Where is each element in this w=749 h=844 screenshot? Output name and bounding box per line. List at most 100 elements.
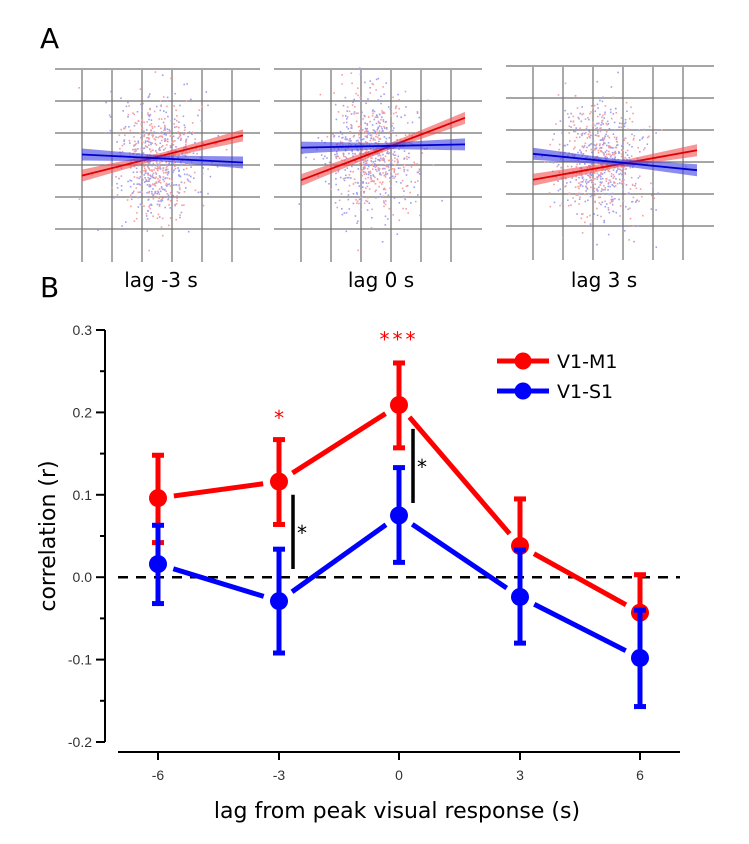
scatter-point-v1-s1 bbox=[588, 164, 590, 167]
scatter-point-v1-m1 bbox=[620, 155, 623, 158]
scatter-point-v1-s1 bbox=[357, 220, 359, 222]
scatter-point-v1-s1 bbox=[146, 129, 148, 131]
scatter-point-v1-s1 bbox=[357, 139, 359, 142]
scatter-point-v1-m1 bbox=[142, 141, 144, 143]
scatter-point-v1-m1 bbox=[139, 171, 142, 173]
scatter-point-v1-m1 bbox=[201, 105, 204, 108]
scatter-point-v1-m1 bbox=[584, 221, 586, 224]
scatter-point-v1-s1 bbox=[149, 141, 152, 144]
scatter-point-v1-s1 bbox=[109, 116, 112, 118]
scatter-point-v1-s1 bbox=[609, 108, 612, 111]
scatter-point-v1-s1 bbox=[355, 140, 358, 142]
scatter-point-v1-s1 bbox=[178, 174, 180, 176]
scatter-point-v1-m1 bbox=[631, 183, 634, 186]
scatter-point-v1-s1 bbox=[403, 168, 406, 171]
legend-label-v1-s1: V1-S1 bbox=[557, 381, 613, 403]
scatter-point-v1-s1 bbox=[142, 178, 144, 181]
scatter-point-v1-s1 bbox=[637, 177, 640, 179]
scatter-point-v1-s1 bbox=[166, 173, 169, 176]
legend: V1-M1 V1-S1 bbox=[497, 351, 617, 403]
scatter-point-v1-m1 bbox=[406, 155, 408, 158]
v1-m1-data-point bbox=[270, 472, 288, 491]
scatter-point-v1-s1 bbox=[611, 192, 614, 195]
scatter-point-v1-s1 bbox=[616, 144, 619, 146]
scatter-point-v1-m1 bbox=[574, 186, 577, 188]
scatter-point-v1-s1 bbox=[172, 171, 174, 173]
scatter-point-v1-m1 bbox=[160, 118, 163, 120]
scatter-point-v1-m1 bbox=[376, 170, 378, 173]
scatter-point-v1-m1 bbox=[177, 131, 180, 133]
scatter-point-v1-s1 bbox=[383, 136, 386, 138]
scatter-point-v1-m1 bbox=[630, 106, 632, 108]
scatter-point-v1-s1 bbox=[398, 202, 401, 204]
scatter-point-v1-s1 bbox=[375, 168, 377, 171]
scatter-point-v1-m1 bbox=[383, 205, 385, 208]
scatter-point-v1-m1 bbox=[153, 193, 155, 196]
scatter-point-v1-s1 bbox=[588, 118, 590, 121]
scatter-point-v1-s1 bbox=[598, 186, 600, 188]
scatter-point-v1-s1 bbox=[377, 99, 380, 101]
scatter-point-v1-s1 bbox=[190, 98, 192, 101]
scatter-point-v1-m1 bbox=[384, 203, 387, 206]
scatter-point-v1-m1 bbox=[609, 145, 612, 148]
scatter-point-v1-s1 bbox=[634, 184, 636, 187]
scatter-point-v1-s1 bbox=[111, 173, 114, 175]
scatter-point-v1-m1 bbox=[382, 172, 384, 174]
scatter-point-v1-m1 bbox=[369, 92, 372, 94]
scatter-point-v1-s1 bbox=[148, 162, 151, 165]
scatter-point-v1-m1 bbox=[342, 177, 345, 180]
scatter-point-v1-m1 bbox=[575, 165, 578, 168]
scatter-point-v1-s1 bbox=[418, 116, 420, 119]
scatter-point-v1-m1 bbox=[381, 111, 384, 114]
scatter-point-v1-m1 bbox=[153, 110, 156, 113]
scatter-point-v1-m1 bbox=[375, 135, 377, 138]
scatter-point-v1-m1 bbox=[398, 219, 401, 222]
scatter-point-v1-m1 bbox=[178, 154, 181, 156]
scatter-point-v1-s1 bbox=[639, 151, 641, 153]
scatter-point-v1-m1 bbox=[129, 196, 132, 198]
scatter-point-v1-s1 bbox=[391, 175, 394, 177]
scatter-point-v1-m1 bbox=[369, 139, 372, 142]
scatter-point-v1-m1 bbox=[548, 192, 551, 194]
scatter-point-v1-s1 bbox=[369, 80, 372, 82]
scatter-point-v1-m1 bbox=[111, 186, 113, 189]
scatter-point-v1-m1 bbox=[591, 124, 594, 127]
scatter-point-v1-m1 bbox=[375, 89, 377, 91]
v1-m1-line-segment bbox=[291, 411, 387, 476]
scatter-point-v1-m1 bbox=[389, 187, 391, 189]
scatter-point-v1-m1 bbox=[623, 158, 626, 161]
scatter-point-v1-m1 bbox=[132, 148, 134, 151]
scatter-point-v1-s1 bbox=[138, 177, 140, 180]
scatter-point-v1-s1 bbox=[146, 191, 148, 194]
scatter-point-v1-m1 bbox=[368, 116, 370, 118]
scatter-point-v1-s1 bbox=[390, 162, 393, 165]
scatter-point-v1-m1 bbox=[329, 188, 332, 191]
scatter-point-v1-m1 bbox=[359, 125, 362, 128]
scatter-point-v1-m1 bbox=[370, 227, 373, 229]
scatter-point-v1-m1 bbox=[581, 113, 583, 116]
scatter-point-v1-s1 bbox=[351, 150, 353, 153]
scatter-point-v1-m1 bbox=[615, 112, 618, 114]
scatter-point-v1-m1 bbox=[416, 163, 418, 165]
scatter-point-v1-s1 bbox=[362, 181, 364, 183]
scatter-point-v1-s1 bbox=[145, 215, 148, 217]
scatter-point-v1-s1 bbox=[577, 193, 579, 196]
scatter-point-v1-m1 bbox=[617, 168, 619, 171]
scatter-point-v1-m1 bbox=[581, 145, 583, 148]
y-axis-title: correlation (r) bbox=[36, 460, 61, 611]
v1-s1-data-point bbox=[390, 506, 408, 525]
scatter-point-v1-m1 bbox=[592, 180, 594, 183]
scatter-point-v1-s1 bbox=[187, 230, 190, 233]
scatter-point-v1-s1 bbox=[386, 152, 388, 154]
scatter-point-v1-m1 bbox=[407, 122, 409, 124]
scatter-point-v1-m1 bbox=[378, 138, 380, 140]
scatter-point-v1-s1 bbox=[157, 191, 160, 194]
scatter-point-v1-m1 bbox=[192, 132, 194, 134]
scatter-point-v1-m1 bbox=[573, 124, 576, 126]
scatter-point-v1-m1 bbox=[394, 107, 397, 110]
scatter-point-v1-m1 bbox=[606, 153, 608, 156]
scatter-point-v1-m1 bbox=[145, 169, 147, 171]
scatter-point-v1-m1 bbox=[169, 199, 172, 202]
legend-label-v1-m1: V1-M1 bbox=[557, 351, 617, 373]
scatter-point-v1-m1 bbox=[352, 183, 355, 185]
